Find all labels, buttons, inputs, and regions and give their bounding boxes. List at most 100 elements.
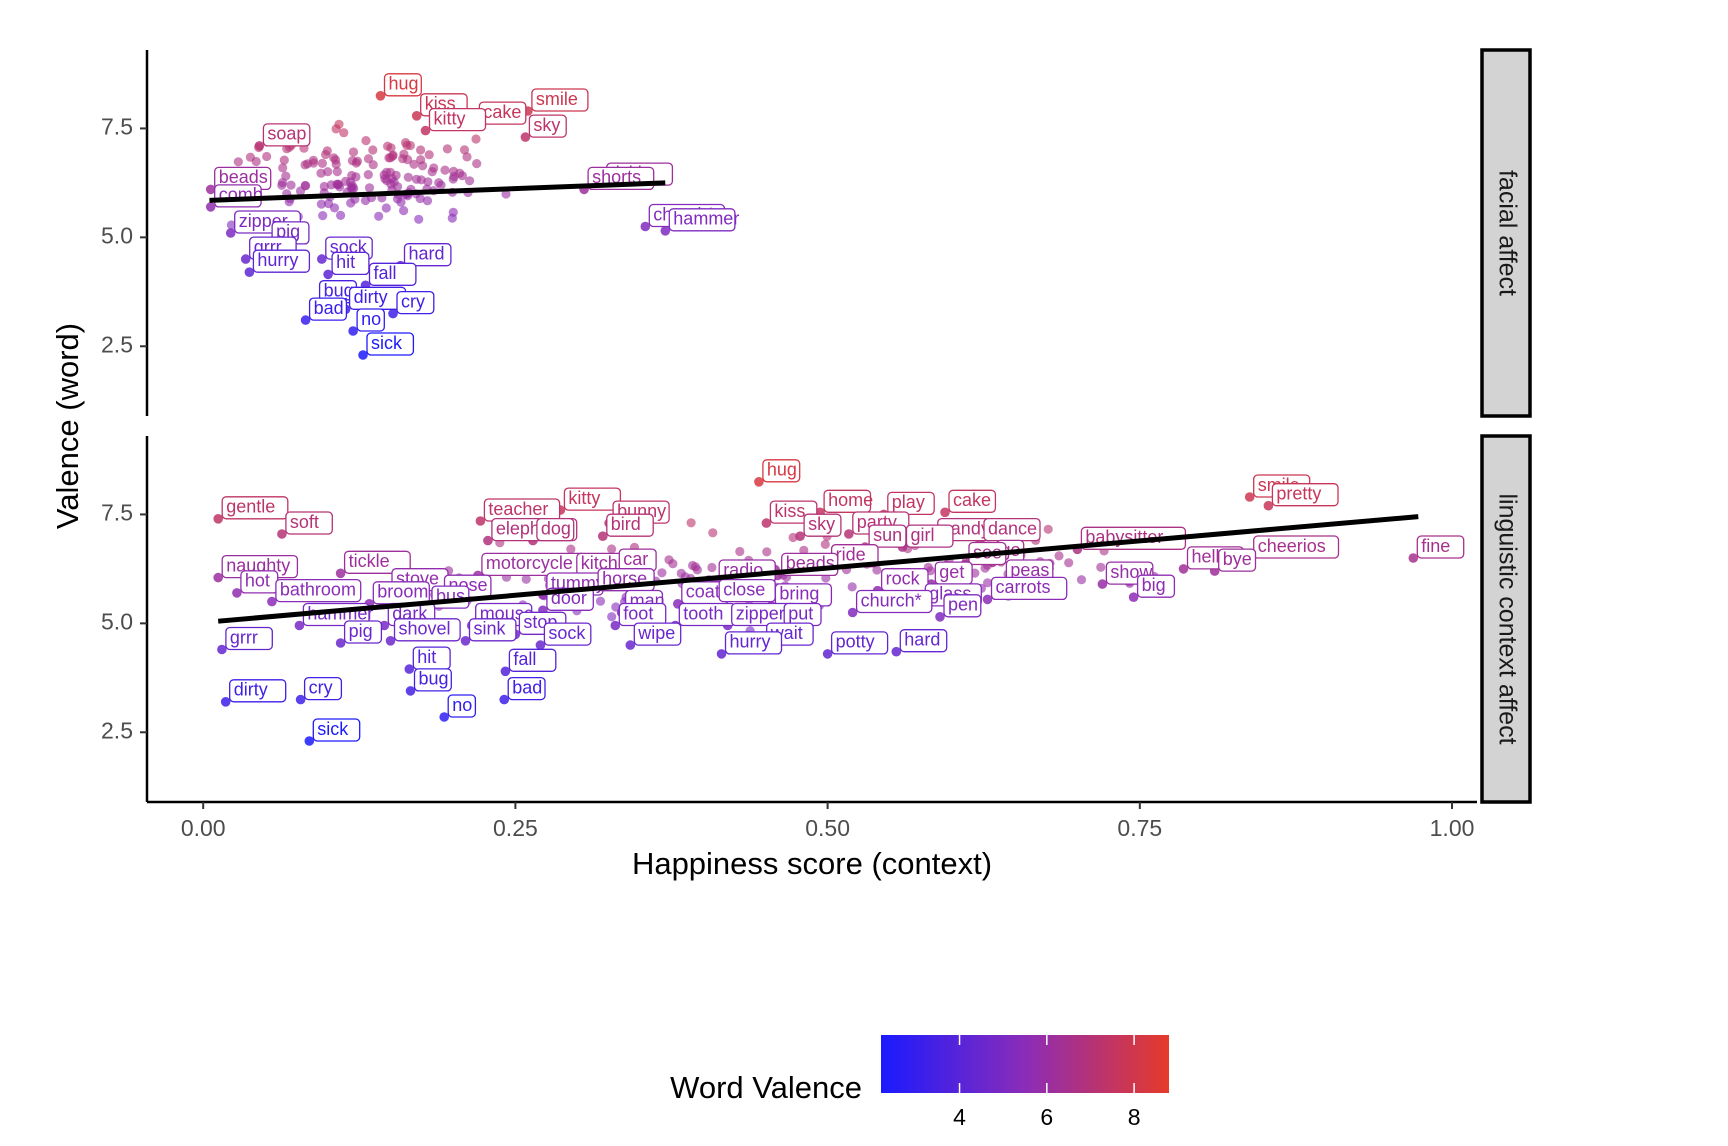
- point-label-text: broom: [377, 582, 428, 602]
- point-label-box: [1271, 483, 1339, 507]
- point-label-text: cry: [309, 677, 333, 697]
- point-label: bad: [308, 297, 348, 321]
- point-label-box: [356, 308, 385, 332]
- data-point: [427, 167, 437, 177]
- labeled-point: [385, 636, 396, 646]
- labeled-point: [267, 596, 277, 607]
- panel-facial-affect-labels: hugkisssmilecakekittysoapskybeadstickles…: [214, 73, 739, 356]
- point-label: sick: [312, 718, 361, 742]
- labeled-point: [232, 588, 242, 598]
- data-point: [374, 211, 384, 221]
- point-label-box: [1136, 574, 1176, 598]
- point-label: sky: [528, 114, 567, 138]
- data-point: [278, 163, 288, 173]
- point-label-text: shovel: [399, 619, 451, 639]
- labeled-point: [213, 572, 223, 583]
- point-label-text: cry: [401, 291, 425, 311]
- point-label: fine: [1416, 535, 1465, 559]
- point-label-box: [823, 489, 872, 513]
- point-label: sun: [868, 524, 907, 548]
- point-label: fall: [508, 648, 557, 672]
- point-label-box: [528, 114, 567, 138]
- point-label-text: hug: [767, 460, 797, 480]
- labeled-point: [220, 697, 231, 707]
- point-label-text: hard: [904, 629, 940, 649]
- data-point: [847, 582, 857, 592]
- point-label: car: [618, 548, 657, 572]
- point-label-box: [948, 489, 997, 513]
- point-label: carrots: [990, 576, 1068, 601]
- data-point: [501, 189, 511, 199]
- point-label-text: potty: [836, 632, 875, 652]
- point-label-text: sink: [474, 619, 507, 639]
- data-point: [317, 158, 327, 168]
- point-label-text: sandy: [942, 518, 990, 538]
- point-label-text: tickle: [349, 551, 390, 571]
- point-label-box: [1416, 535, 1465, 559]
- point-label: wipe: [633, 622, 682, 646]
- point-label-box: [855, 589, 933, 614]
- point-label-box: [383, 73, 422, 97]
- point-label-text: sky: [808, 514, 835, 534]
- point-label: fall: [368, 262, 417, 286]
- panel-facial-affect: hugkisssmilecakekittysoapskybeadstickles…: [101, 48, 1532, 418]
- point-label-text: dirty: [354, 287, 388, 307]
- point-label-text: grrr: [230, 627, 258, 647]
- point-label: bye: [1218, 548, 1257, 572]
- point-label: hug: [383, 73, 422, 97]
- data-point: [347, 184, 357, 194]
- point-label: bathroom: [275, 578, 362, 603]
- point-label-box: [229, 679, 287, 703]
- labeled-point: [213, 514, 223, 524]
- data-point: [398, 154, 408, 164]
- point-label: kitty: [428, 107, 487, 132]
- labeled-point: [844, 529, 854, 539]
- point-label-text: hurry: [257, 250, 298, 270]
- point-label: home: [823, 489, 873, 513]
- point-label: tooth: [678, 602, 736, 627]
- data-point: [708, 528, 718, 538]
- point-label: cake: [478, 101, 527, 125]
- point-label: sock: [543, 622, 592, 646]
- point-label-box: [633, 622, 682, 646]
- data-point: [262, 151, 272, 162]
- data-point: [668, 559, 678, 569]
- point-label-box: [262, 123, 311, 147]
- data-point: [872, 565, 882, 575]
- point-label-box: [830, 631, 889, 655]
- point-label: smile: [531, 88, 589, 112]
- x-tick-label: 0.50: [805, 815, 850, 841]
- point-label-text: hit: [336, 252, 355, 272]
- point-label: girl: [905, 524, 954, 548]
- data-point: [323, 167, 333, 177]
- point-label-box: [221, 496, 289, 520]
- point-label-text: hug: [389, 74, 419, 94]
- point-label: gentle: [221, 496, 289, 520]
- point-label: motorcycle: [481, 552, 587, 577]
- point-label-text: sock: [548, 623, 586, 643]
- data-point: [1096, 562, 1106, 572]
- point-label-text: bad: [512, 677, 542, 697]
- labeled-point: [716, 649, 727, 659]
- point-label-box: [275, 578, 362, 603]
- point-label: dance: [983, 517, 1041, 542]
- point-label-text: hard: [409, 243, 445, 263]
- data-point: [316, 199, 326, 209]
- point-label: close: [718, 578, 776, 603]
- data-point: [686, 518, 696, 528]
- legend-ticks: 4 6 8: [953, 1035, 1140, 1130]
- labeled-point: [254, 141, 265, 151]
- point-label-text: beads: [219, 167, 268, 187]
- color-legend: Word Valence 4 6 8: [670, 1035, 1169, 1130]
- labeled-point: [520, 132, 531, 142]
- point-label-text: hurry: [730, 632, 771, 652]
- labeled-point: [891, 646, 902, 657]
- point-label-text: foot: [623, 603, 653, 623]
- point-label-text: coat: [686, 582, 720, 602]
- data-point: [379, 170, 389, 180]
- point-label: bus: [431, 585, 470, 609]
- point-label-text: fall: [513, 649, 536, 669]
- point-label: kitty: [563, 487, 622, 511]
- point-label: broom: [372, 581, 430, 605]
- point-label-text: no: [452, 695, 472, 715]
